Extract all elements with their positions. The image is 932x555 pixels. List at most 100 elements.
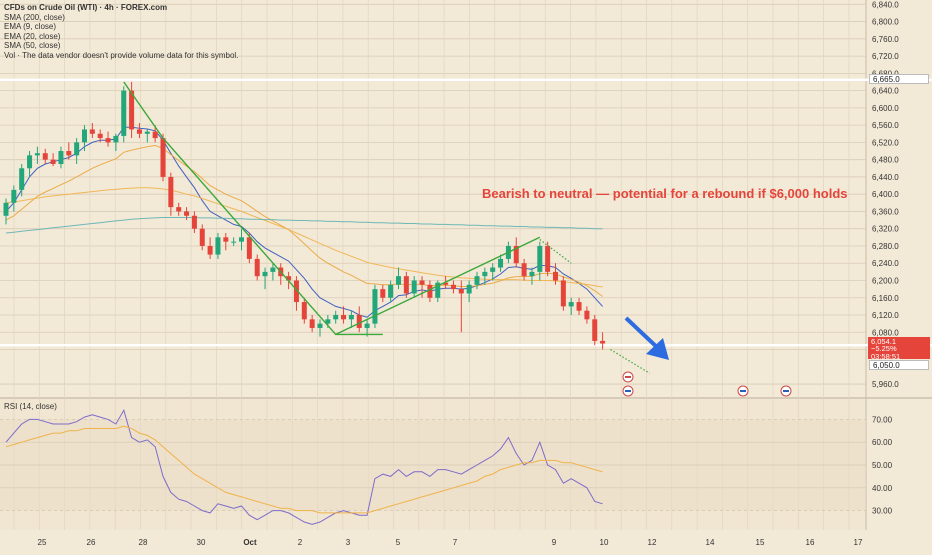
legend-indicator-ema20[interactable]: EMA (20, close) bbox=[4, 31, 61, 41]
last-price-countdown: 03:58:51 bbox=[871, 351, 901, 361]
candle-body bbox=[191, 215, 197, 229]
price-tick-label: 6,840.0 bbox=[872, 0, 899, 9]
price-tick-label: 6,520.0 bbox=[872, 138, 899, 147]
candle-body bbox=[3, 202, 9, 216]
candle-body bbox=[560, 280, 566, 307]
price-tick-label: 6,480.0 bbox=[872, 156, 899, 165]
candle-body bbox=[380, 289, 386, 298]
candle-body bbox=[592, 319, 598, 341]
candle-body bbox=[231, 241, 237, 243]
candle-body bbox=[317, 323, 323, 328]
candle-body bbox=[89, 129, 95, 134]
trend-line bbox=[123, 81, 541, 336]
candle-body bbox=[498, 258, 504, 268]
legend-indicator-sma200[interactable]: SMA (200, close) bbox=[4, 12, 65, 22]
candle-body bbox=[356, 315, 362, 328]
candle-body bbox=[309, 319, 315, 328]
price-tick-label: 6,760.0 bbox=[872, 35, 899, 44]
candle-body bbox=[136, 129, 142, 134]
legend-indicator-sma50[interactable]: SMA (50, close) bbox=[4, 41, 61, 51]
candle-body bbox=[168, 176, 174, 208]
ma-line-sma-50-close- bbox=[5, 187, 603, 288]
candle-body bbox=[184, 211, 190, 216]
level-label-lower: 6,050.0 bbox=[869, 360, 929, 370]
projection-dots bbox=[539, 239, 572, 264]
last-price-value: 6,054.1 bbox=[871, 337, 897, 346]
candle-body bbox=[34, 153, 40, 156]
legend-indicator-ema9[interactable]: EMA (9, close) bbox=[4, 22, 57, 32]
us-flag-icon-mark bbox=[625, 390, 631, 392]
chart-legend: CFDs on Crude Oil (WTI) · 4h · FOREX.com… bbox=[4, 3, 238, 61]
candle-body bbox=[270, 267, 276, 272]
x-tick-label: 30 bbox=[197, 538, 206, 547]
candle-body bbox=[215, 237, 221, 255]
x-tick-label: 15 bbox=[756, 538, 765, 547]
last-price-change: −5.25% bbox=[871, 344, 897, 354]
candle-body bbox=[239, 237, 244, 242]
candle-body bbox=[466, 284, 472, 294]
candle-body bbox=[50, 159, 56, 164]
candle-body bbox=[286, 276, 292, 281]
x-tick-label: 10 bbox=[600, 538, 609, 547]
candle-body bbox=[121, 90, 127, 136]
candle-body bbox=[301, 302, 307, 320]
level-label-upper: 6,665.0 bbox=[869, 74, 929, 84]
price-tick-label: 6,560.0 bbox=[872, 121, 899, 130]
price-axis-bg bbox=[866, 0, 932, 550]
annotation-text: Bearish to neutral — potential for a reb… bbox=[482, 186, 848, 201]
x-tick-label: 3 bbox=[346, 538, 351, 547]
us-flag-icon-mark bbox=[783, 390, 789, 392]
candle-body bbox=[529, 271, 535, 277]
candle-body bbox=[388, 284, 394, 298]
candle-body bbox=[537, 245, 543, 272]
rsi-tick-label: 30.00 bbox=[872, 507, 893, 516]
price-tick-label: 6,440.0 bbox=[872, 173, 899, 182]
rsi-ma-line bbox=[5, 425, 603, 514]
us-flag-icon-mark bbox=[740, 390, 746, 392]
price-panel-bg bbox=[0, 0, 866, 397]
price-tick-label: 6,320.0 bbox=[872, 225, 899, 234]
x-tick-label: 16 bbox=[806, 538, 815, 547]
candle-body bbox=[58, 151, 64, 164]
candle-body bbox=[27, 155, 33, 169]
x-tick-label: 5 bbox=[396, 538, 401, 547]
rsi-tick-label: 70.00 bbox=[872, 415, 893, 424]
candle-body bbox=[246, 237, 252, 259]
candle-body bbox=[545, 245, 551, 272]
x-tick-label: 28 bbox=[139, 538, 148, 547]
candle-body bbox=[74, 142, 80, 156]
candle-body bbox=[97, 133, 103, 139]
candle-body bbox=[513, 245, 519, 264]
candle-body bbox=[584, 310, 590, 320]
x-tick-label: 14 bbox=[706, 538, 715, 547]
candle-body bbox=[42, 153, 48, 160]
candle-body bbox=[66, 151, 72, 156]
candle-body bbox=[144, 131, 150, 134]
candle-body bbox=[396, 276, 401, 285]
candle-body bbox=[490, 267, 496, 272]
ma-line-sma-200-close- bbox=[5, 217, 603, 234]
price-tick-label: 6,200.0 bbox=[872, 276, 899, 285]
rsi-legend[interactable]: RSI (14, close) bbox=[4, 402, 57, 411]
candle-body bbox=[474, 276, 480, 285]
rsi-tick-label: 50.00 bbox=[872, 461, 893, 470]
candle-body bbox=[262, 271, 268, 277]
chart-title: CFDs on Crude Oil (WTI) · 4h · FOREX.com bbox=[4, 3, 168, 12]
down-arrow-head bbox=[646, 338, 669, 360]
candle-body bbox=[341, 315, 347, 320]
candle-body bbox=[82, 129, 87, 143]
candle-body bbox=[113, 135, 119, 143]
candle-body bbox=[600, 340, 606, 344]
lightning-event-icon-mark bbox=[625, 376, 631, 378]
candle-body bbox=[223, 237, 229, 242]
candle-body bbox=[160, 138, 166, 177]
candle-body bbox=[11, 189, 17, 203]
candle-body bbox=[19, 168, 25, 190]
ma-line-ema-9-close- bbox=[5, 126, 603, 318]
candle-body bbox=[207, 245, 213, 255]
candle-body bbox=[521, 263, 527, 277]
last-price-badge: 6,054.1 −5.25% 03:58:51 bbox=[868, 337, 930, 361]
candle-body bbox=[325, 319, 331, 324]
